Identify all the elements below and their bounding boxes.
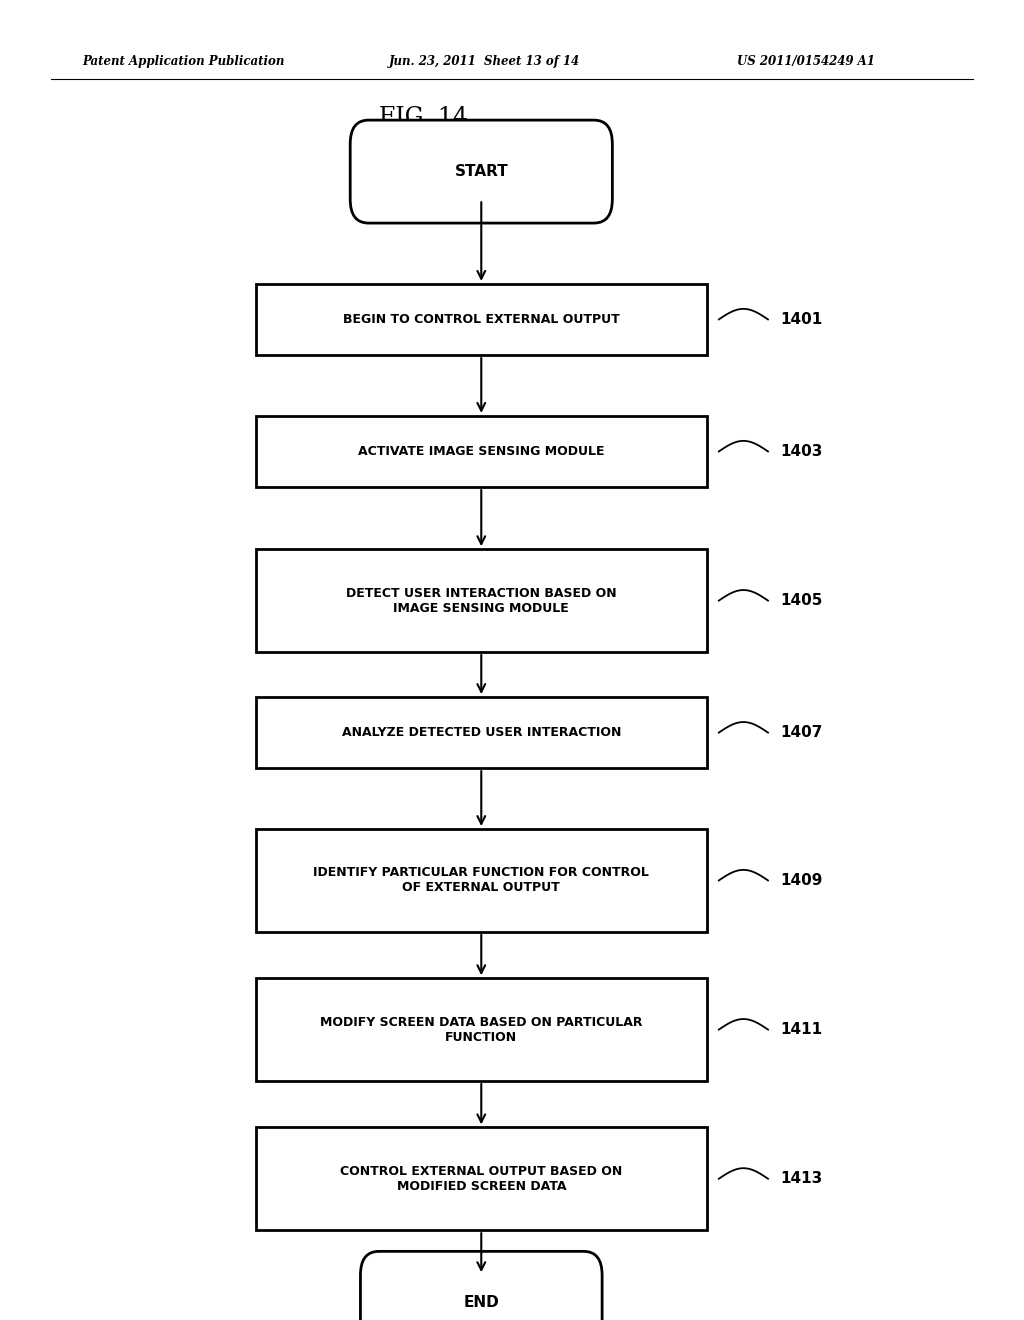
- Text: Patent Application Publication: Patent Application Publication: [82, 55, 285, 69]
- FancyBboxPatch shape: [256, 978, 707, 1081]
- FancyBboxPatch shape: [360, 1251, 602, 1320]
- FancyBboxPatch shape: [256, 829, 707, 932]
- FancyBboxPatch shape: [256, 1127, 707, 1230]
- Text: CONTROL EXTERNAL OUTPUT BASED ON
MODIFIED SCREEN DATA: CONTROL EXTERNAL OUTPUT BASED ON MODIFIE…: [340, 1164, 623, 1193]
- Text: 1409: 1409: [780, 873, 822, 888]
- Text: ANALYZE DETECTED USER INTERACTION: ANALYZE DETECTED USER INTERACTION: [342, 726, 621, 739]
- Text: 1411: 1411: [780, 1022, 822, 1038]
- Text: DETECT USER INTERACTION BASED ON
IMAGE SENSING MODULE: DETECT USER INTERACTION BASED ON IMAGE S…: [346, 586, 616, 615]
- Text: 1407: 1407: [780, 725, 822, 741]
- Text: START: START: [455, 164, 508, 180]
- Text: IDENTIFY PARTICULAR FUNCTION FOR CONTROL
OF EXTERNAL OUTPUT: IDENTIFY PARTICULAR FUNCTION FOR CONTROL…: [313, 866, 649, 895]
- Text: 1403: 1403: [780, 444, 822, 459]
- Text: 1413: 1413: [780, 1171, 822, 1187]
- FancyBboxPatch shape: [256, 697, 707, 768]
- Text: US 2011/0154249 A1: US 2011/0154249 A1: [737, 55, 876, 69]
- FancyBboxPatch shape: [256, 416, 707, 487]
- FancyBboxPatch shape: [256, 549, 707, 652]
- Text: 1405: 1405: [780, 593, 822, 609]
- Text: FIG. 14: FIG. 14: [379, 106, 468, 128]
- Text: BEGIN TO CONTROL EXTERNAL OUTPUT: BEGIN TO CONTROL EXTERNAL OUTPUT: [343, 313, 620, 326]
- Text: 1401: 1401: [780, 312, 822, 327]
- Text: Jun. 23, 2011  Sheet 13 of 14: Jun. 23, 2011 Sheet 13 of 14: [389, 55, 581, 69]
- FancyBboxPatch shape: [350, 120, 612, 223]
- Text: ACTIVATE IMAGE SENSING MODULE: ACTIVATE IMAGE SENSING MODULE: [358, 445, 604, 458]
- Text: MODIFY SCREEN DATA BASED ON PARTICULAR
FUNCTION: MODIFY SCREEN DATA BASED ON PARTICULAR F…: [321, 1015, 642, 1044]
- Text: END: END: [464, 1295, 499, 1311]
- FancyBboxPatch shape: [256, 284, 707, 355]
